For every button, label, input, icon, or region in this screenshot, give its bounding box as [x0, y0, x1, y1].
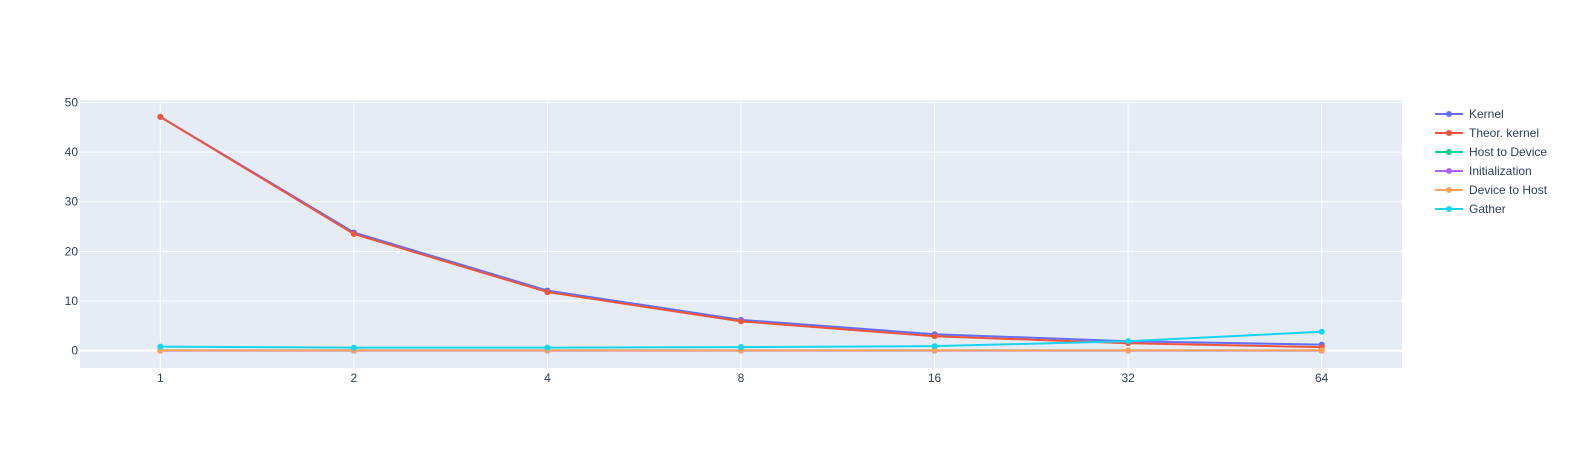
y-tick-label: 20 [65, 244, 79, 258]
x-tick-label: 16 [928, 371, 942, 385]
data-point[interactable] [350, 231, 357, 237]
data-point[interactable] [1125, 347, 1132, 354]
y-tick-label: 50 [65, 95, 79, 109]
data-point[interactable] [738, 318, 745, 325]
x-tick-label: 4 [544, 371, 551, 385]
legend-marker-icon [1446, 187, 1452, 193]
legend-label: Theor. kernel [1469, 126, 1539, 140]
series-gather [157, 328, 1325, 351]
y-tick-label: 10 [65, 294, 79, 308]
data-point[interactable] [544, 289, 551, 296]
series-lines [157, 113, 1325, 354]
data-point[interactable] [1125, 338, 1132, 345]
legend-marker-icon [1446, 111, 1452, 117]
axis-ticks: 1 2 4 8 16 32 64 0 10 20 30 40 50 [65, 95, 1329, 385]
legend[interactable]: Kernel Theor. kernel Host to Device Initial… [1435, 107, 1548, 216]
x-tick-label: 8 [738, 371, 745, 385]
legend-label: Device to Host [1469, 183, 1548, 197]
data-point[interactable] [1318, 347, 1325, 354]
legend-marker-icon [1446, 130, 1452, 136]
y-tick-label: 40 [65, 145, 79, 159]
data-point[interactable] [1318, 328, 1325, 335]
legend-item[interactable]: Gather [1435, 202, 1506, 216]
y-tick-label: 0 [71, 344, 78, 358]
legend-item[interactable]: Device to Host [1435, 183, 1548, 197]
legend-label: Kernel [1469, 107, 1504, 121]
data-point[interactable] [544, 344, 551, 351]
data-point[interactable] [931, 343, 938, 350]
x-tick-label: 1 [157, 371, 164, 385]
x-tick-label: 64 [1315, 371, 1329, 385]
legend-item[interactable]: Kernel [1435, 107, 1504, 121]
y-tick-label: 30 [65, 195, 79, 209]
data-point[interactable] [157, 343, 164, 350]
legend-marker-icon [1446, 149, 1452, 155]
legend-label: Gather [1469, 202, 1506, 216]
legend-label: Initialization [1469, 164, 1532, 178]
legend-item[interactable]: Theor. kernel [1435, 126, 1539, 140]
x-tick-label: 32 [1121, 371, 1135, 385]
legend-item[interactable]: Host to Device [1435, 145, 1547, 159]
data-point[interactable] [738, 344, 745, 351]
legend-marker-icon [1446, 206, 1452, 212]
data-point[interactable] [350, 344, 357, 351]
legend-label: Host to Device [1469, 145, 1547, 159]
legend-item[interactable]: Initialization [1435, 164, 1532, 178]
legend-marker-icon [1446, 168, 1452, 174]
x-tick-label: 2 [351, 371, 358, 385]
data-point[interactable] [157, 113, 164, 120]
data-point[interactable] [931, 347, 938, 354]
data-point[interactable] [931, 333, 938, 340]
